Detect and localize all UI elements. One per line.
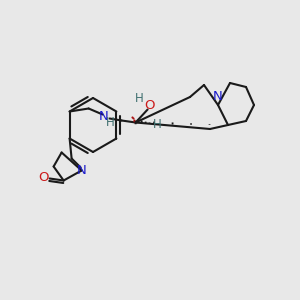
Text: N: N xyxy=(213,91,223,103)
Text: H: H xyxy=(135,92,144,105)
Text: N: N xyxy=(77,164,86,177)
Text: H: H xyxy=(153,118,162,131)
Text: N: N xyxy=(99,110,109,123)
Text: H: H xyxy=(106,116,115,129)
Text: O: O xyxy=(144,99,155,112)
Text: O: O xyxy=(38,171,49,184)
